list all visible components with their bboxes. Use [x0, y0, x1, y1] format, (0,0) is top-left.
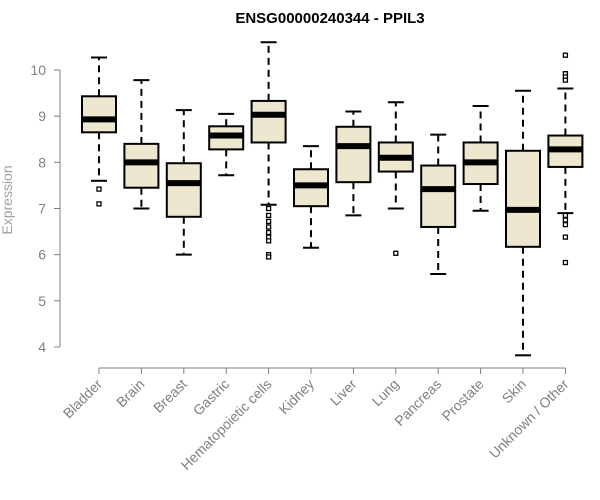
y-tick-label: 4: [38, 339, 46, 355]
y-axis-label: Expression: [0, 165, 15, 234]
outlier-point: [96, 186, 102, 192]
x-tick-label: Pancreas: [391, 376, 444, 429]
x-tick-label: Breast: [150, 376, 190, 416]
box-gastric: [208, 112, 245, 177]
x-tick-label: Liver: [327, 376, 360, 409]
outlier-point: [265, 218, 272, 225]
box-iqr: [420, 164, 457, 228]
outlier-point: [393, 250, 399, 256]
y-tick-label: 5: [38, 293, 46, 309]
outlier-point: [562, 212, 569, 219]
outlier-point: [265, 238, 272, 244]
x-tick-label: Lung: [369, 376, 402, 409]
outlier-point: [562, 217, 569, 223]
y-tick-label: 6: [38, 247, 46, 263]
outlier-point: [265, 229, 272, 236]
outlier-point: [265, 205, 272, 212]
chart-title: ENSG00000240344 - PPIL3: [235, 10, 424, 27]
outlier-point: [562, 52, 569, 58]
box-liver: [335, 110, 372, 217]
y-tick-label: 9: [38, 108, 46, 124]
box-iqr: [81, 95, 117, 134]
box-bladder: [81, 56, 117, 207]
y-tick-label: 10: [30, 62, 46, 78]
outlier-point: [265, 254, 272, 260]
boxes-group: [81, 41, 584, 357]
outlier-point: [562, 221, 569, 228]
x-tick-label: Skin: [499, 376, 530, 407]
outlier-point: [265, 212, 272, 219]
box-skin: [505, 89, 541, 357]
y-tick-label: 8: [38, 154, 46, 170]
box-iqr: [250, 99, 287, 144]
box-breast: [165, 109, 202, 256]
box-brain: [123, 79, 160, 210]
box-kidney: [293, 145, 329, 249]
box-prostate: [462, 104, 499, 212]
outlier-point: [96, 201, 102, 207]
x-tick-label: Bladder: [60, 376, 106, 422]
box-iqr: [165, 162, 202, 218]
x-tick-label: Brain: [113, 376, 147, 410]
y-axis: 4 5 6 7 8 9 10: [30, 62, 61, 355]
box-iqr: [335, 125, 372, 184]
outlier-point: [562, 77, 569, 83]
box-iqr: [505, 149, 541, 248]
x-tick-label: Prostate: [439, 376, 487, 424]
outlier-point: [265, 224, 272, 230]
y-tick-label: 7: [38, 200, 46, 216]
box-pancreas: [420, 133, 457, 276]
outlier-point: [562, 259, 569, 266]
box-iqr: [123, 142, 160, 189]
x-tick-label: Kidney: [276, 376, 318, 418]
box-hematopoietic-cells: [250, 41, 287, 260]
box-unknown-other: [547, 52, 584, 266]
outlier-point: [562, 234, 569, 240]
box-lung: [377, 101, 414, 256]
x-tick-label: Unknown / Other: [486, 376, 572, 462]
